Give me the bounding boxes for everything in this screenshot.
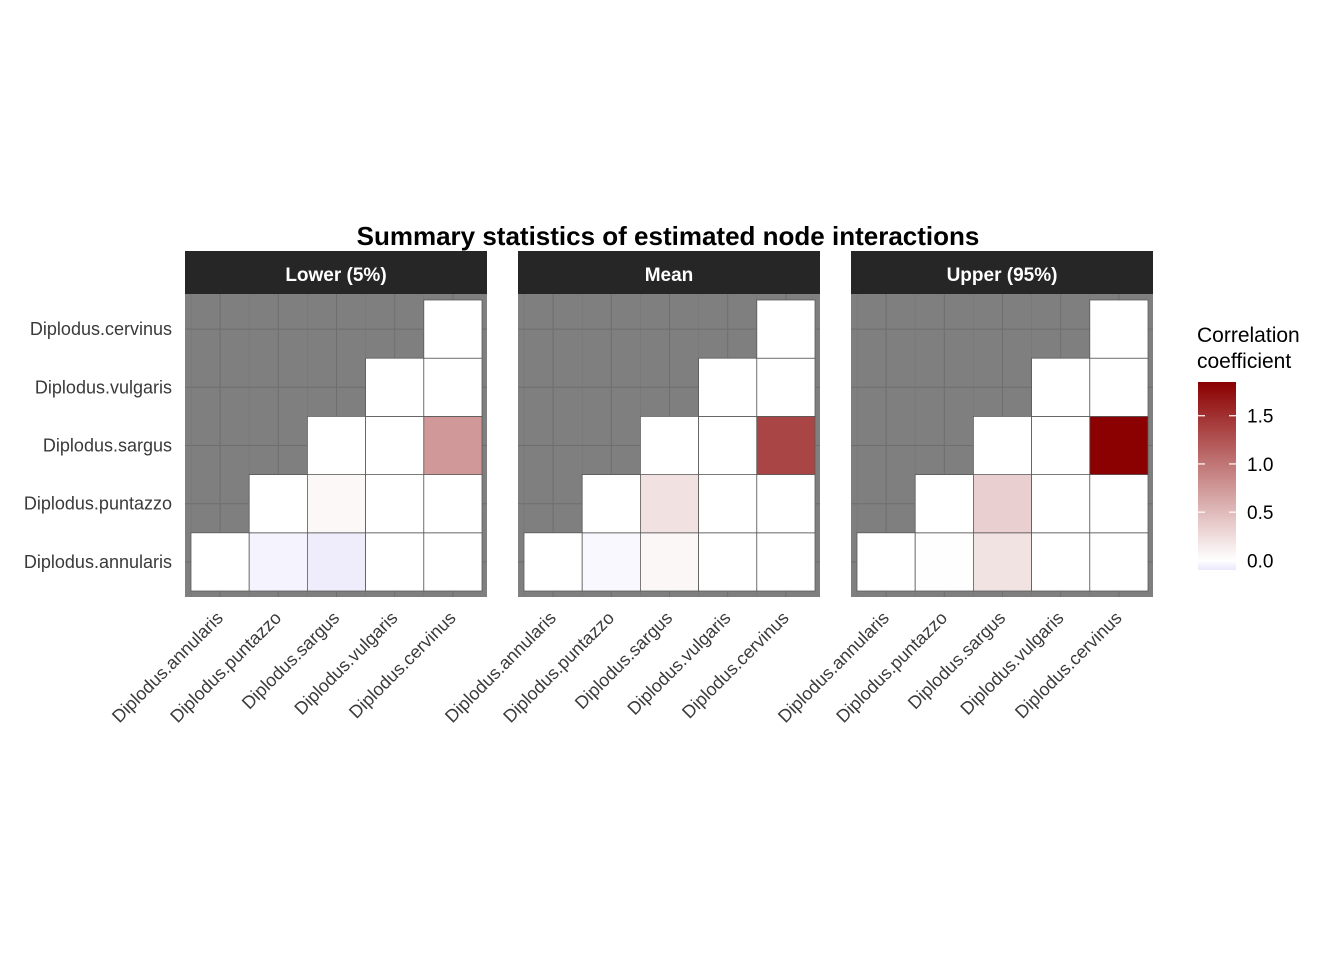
heatmap-cell <box>423 357 483 417</box>
heatmap-cell <box>698 532 758 592</box>
heatmap-cell <box>523 532 583 592</box>
x-tick-label: Diplodus.annularis <box>441 608 560 727</box>
heatmap-cell <box>756 532 816 592</box>
heatmap-cell <box>756 474 816 534</box>
legend-title: Correlation <box>1197 324 1300 347</box>
heatmap-cell <box>423 532 483 592</box>
panels-group: Lower (5%)Diplodus.annularisDiplodus.pun… <box>108 251 1153 727</box>
x-tick-label: Diplodus.annularis <box>108 608 227 727</box>
heatmap-cell <box>581 474 641 534</box>
x-tick-label: Diplodus.sargus <box>238 608 343 713</box>
chart-title: Summary statistics of estimated node int… <box>357 221 980 251</box>
heatmap-cell <box>914 532 974 592</box>
heatmap-cell <box>423 415 483 475</box>
heatmap-cell <box>581 532 641 592</box>
heatmap-cell <box>306 532 366 592</box>
heatmap-cell <box>365 415 425 475</box>
legend-tick-label: 0.5 <box>1247 503 1273 524</box>
y-tick-label: Diplodus.annularis <box>24 552 172 572</box>
heatmap-cell <box>914 474 974 534</box>
panel-strip-label: Mean <box>645 265 694 286</box>
heatmap-cell <box>1089 532 1149 592</box>
x-tick-label: Diplodus.cervinus <box>678 608 793 723</box>
heatmap-cell <box>365 532 425 592</box>
heatmap-cell <box>1031 415 1091 475</box>
heatmap-cell <box>423 299 483 359</box>
heatmap-cell <box>1089 299 1149 359</box>
panel-strip <box>851 251 1153 294</box>
x-tick-label: Diplodus.annularis <box>774 608 893 727</box>
heatmap-cell <box>973 532 1033 592</box>
heatmap-cell <box>190 532 250 592</box>
x-tick-label: Diplodus.puntazzo <box>499 608 618 727</box>
panel-strip <box>185 251 487 294</box>
panel-strip <box>518 251 820 294</box>
x-tick-label: Diplodus.puntazzo <box>832 608 951 727</box>
legend-title: coefficient <box>1197 350 1291 373</box>
x-tick-label: Diplodus.sargus <box>571 608 676 713</box>
heatmap-cell <box>1089 474 1149 534</box>
heatmap-cell <box>248 532 308 592</box>
heatmap-cell <box>423 474 483 534</box>
legend-tick-label: 1.0 <box>1247 455 1273 476</box>
panel-strip-label: Lower (5%) <box>285 265 386 286</box>
heatmap-cell <box>698 357 758 417</box>
heatmap-cell <box>1031 532 1091 592</box>
heatmap-cell <box>756 357 816 417</box>
heatmap-cell <box>756 299 816 359</box>
heatmap-cell <box>306 415 366 475</box>
heatmap-cell <box>856 532 916 592</box>
heatmap-cell <box>248 474 308 534</box>
x-tick-label: Diplodus.cervinus <box>345 608 460 723</box>
heatmap-cell <box>1089 415 1149 475</box>
heatmap-cell <box>973 474 1033 534</box>
heatmap-cell <box>640 415 700 475</box>
heatmap-cell <box>640 532 700 592</box>
heatmap-cell <box>306 474 366 534</box>
legend: Correlation coefficient 0.0 0.5 1.0 1.5 <box>1197 324 1300 572</box>
y-tick-label: Diplodus.puntazzo <box>24 494 172 514</box>
heatmap-cell <box>1089 357 1149 417</box>
legend-colorbar <box>1198 382 1236 570</box>
x-tick-label: Diplodus.cervinus <box>1011 608 1126 723</box>
heatmap-cell <box>756 415 816 475</box>
heatmap-cell <box>973 415 1033 475</box>
legend-tick-label: 1.5 <box>1247 407 1273 428</box>
panel-3: Upper (95%) Diplodus.annularisDiplodus.pu… <box>774 251 1153 727</box>
heatmap-cell <box>698 474 758 534</box>
heatmap-cell <box>1031 357 1091 417</box>
heatmap-cell <box>698 415 758 475</box>
x-tick-label: Diplodus.vulgaris <box>623 608 734 719</box>
y-tick-label: Diplodus.sargus <box>43 436 172 456</box>
y-axis: Diplodus.annularis Diplodus.puntazzo Diplo… <box>24 319 172 572</box>
heatmap-cell <box>365 474 425 534</box>
heatmap-cell <box>640 474 700 534</box>
panel-2: MeanDiplodus.annularisDiplodus.puntazzoD… <box>441 251 820 727</box>
legend-tick-label: 0.0 <box>1247 551 1273 572</box>
x-tick-label: Diplodus.puntazzo <box>166 608 285 727</box>
x-tick-label: Diplodus.vulgaris <box>956 608 1067 719</box>
heatmap-cell <box>1031 474 1091 534</box>
heatmap-cell <box>365 357 425 417</box>
y-tick-label: Diplodus.cervinus <box>30 319 172 339</box>
panel-strip-label: Upper (95%) <box>947 265 1058 286</box>
x-tick-label: Diplodus.sargus <box>904 608 1009 713</box>
y-tick-label: Diplodus.vulgaris <box>35 377 172 397</box>
x-tick-label: Diplodus.vulgaris <box>290 608 401 719</box>
